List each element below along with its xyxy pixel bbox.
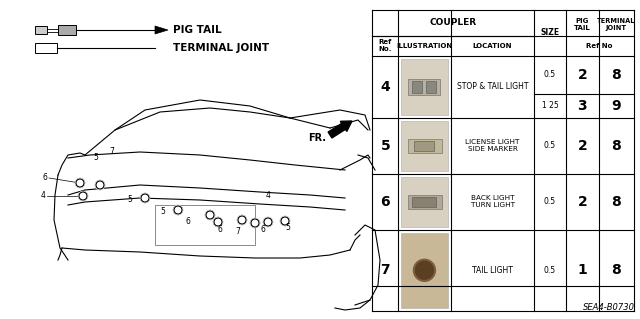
Text: 4: 4: [40, 191, 45, 201]
Circle shape: [76, 179, 84, 188]
Circle shape: [95, 181, 104, 189]
Circle shape: [205, 211, 214, 219]
Circle shape: [173, 205, 182, 214]
Circle shape: [141, 194, 150, 203]
Text: Ref
No.: Ref No.: [379, 39, 392, 52]
Bar: [415, 141, 435, 151]
Bar: [408, 138, 442, 152]
Circle shape: [264, 218, 273, 226]
Text: 6: 6: [218, 226, 223, 234]
Text: 7: 7: [236, 227, 241, 236]
Circle shape: [214, 218, 223, 226]
Text: 5: 5: [93, 153, 99, 162]
Text: 0.5: 0.5: [544, 70, 556, 79]
Bar: [426, 81, 436, 93]
Text: 2: 2: [577, 195, 588, 209]
Text: TERMINAL
JOINT: TERMINAL JOINT: [597, 18, 636, 31]
Text: 5: 5: [127, 196, 132, 204]
Text: 6: 6: [186, 218, 191, 226]
Text: 7: 7: [109, 147, 115, 157]
Bar: [401, 59, 448, 115]
Text: 3: 3: [578, 99, 588, 113]
Bar: [35, 26, 47, 34]
Text: 6: 6: [380, 195, 390, 209]
Text: 8: 8: [611, 195, 621, 209]
Text: 6: 6: [260, 225, 266, 234]
Bar: [155, 205, 255, 245]
Text: LOCATION: LOCATION: [473, 42, 513, 48]
Bar: [412, 197, 436, 207]
Text: TERMINAL JOINT: TERMINAL JOINT: [173, 43, 269, 53]
Circle shape: [95, 181, 104, 189]
Circle shape: [250, 219, 259, 227]
Text: 0.5: 0.5: [544, 197, 556, 206]
Polygon shape: [155, 26, 168, 34]
Bar: [408, 78, 440, 94]
Text: 5: 5: [285, 224, 291, 233]
Bar: [408, 195, 442, 209]
Bar: [58, 25, 76, 35]
Text: 5: 5: [161, 207, 165, 217]
Text: TAIL LIGHT: TAIL LIGHT: [472, 266, 513, 275]
Bar: [401, 177, 448, 226]
Text: LICENSE LIGHT
SIDE MARKER: LICENSE LIGHT SIDE MARKER: [465, 139, 520, 152]
Circle shape: [264, 218, 273, 226]
Bar: [401, 121, 448, 171]
Text: STOP & TAIL LIGHT: STOP & TAIL LIGHT: [457, 82, 529, 91]
Text: 4: 4: [380, 79, 390, 93]
Text: BACK LIGHT
TURN LIGHT: BACK LIGHT TURN LIGHT: [470, 195, 515, 208]
Circle shape: [415, 261, 433, 279]
Text: 1: 1: [577, 263, 588, 277]
Text: 1 25: 1 25: [541, 101, 559, 110]
Text: Ref No: Ref No: [586, 42, 613, 48]
Circle shape: [214, 218, 223, 226]
Circle shape: [141, 194, 150, 203]
Circle shape: [79, 191, 88, 201]
Text: COUPLER: COUPLER: [430, 18, 477, 27]
Text: 2: 2: [577, 138, 588, 152]
Text: 2: 2: [577, 68, 588, 82]
Text: PIG TAIL: PIG TAIL: [173, 25, 221, 35]
Circle shape: [237, 216, 246, 225]
Circle shape: [173, 205, 182, 214]
Text: 5: 5: [380, 138, 390, 152]
Text: 0.5: 0.5: [544, 141, 556, 150]
Bar: [401, 233, 448, 308]
Text: FR.: FR.: [308, 133, 326, 143]
Text: 9: 9: [612, 99, 621, 113]
Text: SEA4-B0730: SEA4-B0730: [583, 303, 635, 312]
Circle shape: [280, 217, 289, 226]
Circle shape: [79, 191, 88, 201]
Circle shape: [250, 219, 259, 227]
Circle shape: [76, 179, 84, 188]
Text: SIZE: SIZE: [540, 28, 559, 37]
Text: 0.5: 0.5: [544, 266, 556, 275]
Bar: [35, 43, 57, 53]
Circle shape: [413, 259, 435, 281]
Text: 8: 8: [611, 138, 621, 152]
Circle shape: [280, 217, 289, 226]
Text: 4: 4: [266, 191, 271, 201]
Text: 8: 8: [611, 263, 621, 277]
Bar: [412, 81, 422, 93]
FancyArrow shape: [328, 121, 352, 138]
Text: PIG
TAIL: PIG TAIL: [574, 18, 591, 31]
Text: 8: 8: [611, 68, 621, 82]
Circle shape: [237, 216, 246, 225]
Text: ILLUSTRATION: ILLUSTRATION: [396, 42, 452, 48]
Circle shape: [205, 211, 214, 219]
Text: 6: 6: [43, 174, 47, 182]
Text: 7: 7: [380, 263, 390, 277]
